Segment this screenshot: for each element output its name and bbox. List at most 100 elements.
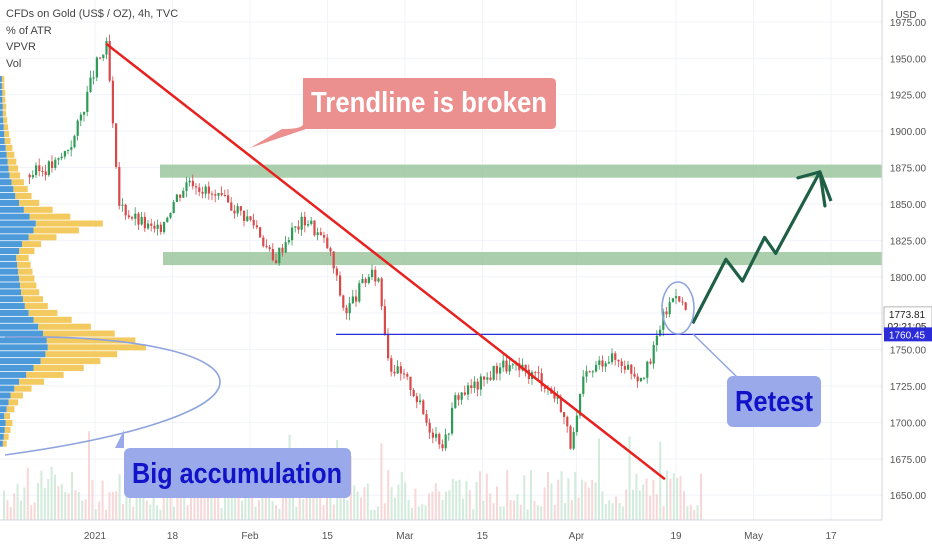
candle-body [198, 187, 201, 192]
volume-bar [166, 481, 169, 520]
volume-profile-up [0, 199, 20, 206]
volume-profile-down [11, 179, 24, 186]
retest-ellipse[interactable] [661, 281, 695, 335]
volume-bar [373, 509, 376, 520]
volume-bar [353, 485, 356, 520]
volume-bar [47, 479, 50, 520]
volume-profile-up [0, 247, 20, 255]
candle-body [380, 278, 383, 307]
volume-profile-down [33, 316, 72, 323]
volume-profile-up [0, 309, 29, 316]
accumulation-ellipse[interactable] [4, 336, 221, 456]
x-tick-label: Feb [241, 531, 259, 542]
x-tick-label: 18 [167, 531, 179, 542]
price-axis[interactable] [882, 0, 932, 550]
indicator-atr[interactable]: % of ATR [6, 24, 52, 37]
y-tick-label: 1675.00 [890, 455, 927, 466]
candle-body [271, 249, 274, 261]
volume-profile-down [28, 234, 57, 241]
volume-bar [128, 476, 131, 520]
y-tick-label: 1750.00 [890, 346, 927, 357]
candle-body [175, 194, 178, 202]
volume-bar [462, 498, 464, 520]
volume-bar [445, 491, 447, 520]
projection-arrow[interactable] [691, 170, 833, 325]
volume-bar [275, 504, 277, 520]
indicator-vol[interactable]: Vol [6, 57, 22, 70]
accumulation-callout[interactable] [124, 448, 351, 498]
candle-body [479, 376, 482, 390]
volume-profile-up [0, 110, 3, 117]
volume-bar [672, 473, 675, 520]
candle-body [342, 295, 345, 308]
volume-profile-up [0, 103, 3, 110]
candle-body [127, 215, 130, 218]
volume-bar [196, 493, 199, 520]
volume-profile-up [0, 364, 34, 372]
volume-bar [20, 500, 22, 520]
volume-bar [200, 478, 203, 520]
candle-body [233, 210, 236, 214]
volume-bar [519, 504, 522, 520]
volume-bar [366, 483, 369, 520]
volume-bar [360, 497, 362, 520]
volume-bar [482, 500, 485, 520]
trendline[interactable] [105, 42, 666, 481]
volume-profile-down [2, 89, 6, 96]
candle-body [118, 166, 121, 206]
candle-body [265, 246, 268, 248]
volume-profile-up [0, 241, 22, 248]
candle-body [374, 269, 377, 282]
volume-bar [700, 473, 702, 520]
volume-profile-down [22, 241, 42, 248]
y-tick-label: 1700.00 [890, 418, 927, 429]
retest-callout[interactable] [727, 376, 821, 427]
volume-profile-down [19, 199, 40, 206]
volume-bar [513, 500, 515, 520]
volume-bar [377, 506, 379, 520]
volume-profile-down [21, 289, 40, 296]
volume-bar [666, 470, 668, 520]
candle-body [572, 432, 575, 449]
volume-profile-down [33, 227, 79, 234]
volume-bar [417, 506, 420, 520]
candle-body [594, 364, 598, 372]
candle-body [364, 279, 367, 283]
candle-body [166, 217, 169, 223]
volume-bar [632, 489, 634, 520]
candle-body [534, 372, 537, 374]
volume-bar [536, 505, 539, 520]
candle-body [284, 242, 287, 253]
candle-body [668, 302, 671, 315]
volume-bar [625, 489, 628, 520]
volume-bar [431, 491, 434, 520]
volume-bar [6, 500, 9, 520]
candle-body [124, 204, 127, 216]
volume-profile-up [0, 179, 12, 186]
candle-body [274, 260, 278, 264]
volume-bar [363, 487, 366, 520]
trendline-callout[interactable] [250, 78, 556, 148]
candle-body [502, 360, 505, 368]
candle-body [348, 303, 351, 314]
volume-profile-up [0, 358, 41, 365]
volume-bar [581, 479, 583, 520]
candle-body [543, 386, 546, 389]
volume-bar [111, 491, 114, 520]
volume-bar [567, 478, 570, 520]
candle-body [108, 41, 111, 81]
volume-profile-up [0, 282, 21, 289]
indicator-vpvr[interactable]: VPVR [6, 41, 36, 53]
volume-profile-down [40, 358, 101, 365]
volume-bar [81, 500, 84, 520]
candle-body [495, 365, 498, 374]
volume-profile-down [19, 275, 35, 282]
volume-bar [407, 500, 410, 520]
candle-body [524, 364, 527, 370]
volume-profile-up [0, 323, 39, 330]
candle-body [278, 247, 281, 264]
volume-bar [152, 485, 155, 520]
volume-bar [516, 494, 519, 520]
